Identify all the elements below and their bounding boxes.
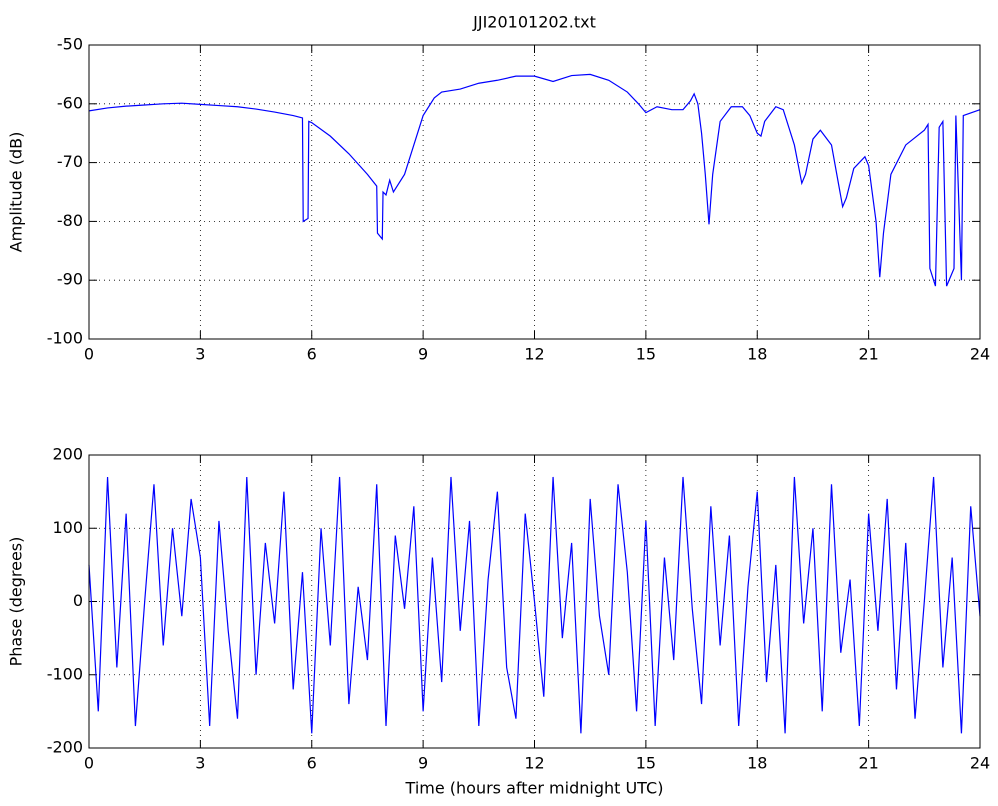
- y-tick-label: -80: [57, 211, 83, 230]
- plot-area: [89, 45, 980, 339]
- y-tick-label: -90: [57, 270, 83, 289]
- y-tick-label: -50: [57, 35, 83, 54]
- x-axis-label: Time (hours after midnight UTC): [405, 779, 664, 798]
- x-tick-label: 21: [858, 754, 878, 773]
- x-tick-label: 6: [307, 345, 317, 364]
- x-tick-label: 24: [970, 754, 990, 773]
- y-axis-label: Amplitude (dB): [7, 132, 26, 253]
- chart-title: JJI20101202.txt: [472, 13, 596, 32]
- y-tick-label: -200: [47, 738, 83, 757]
- x-tick-label: 24: [970, 345, 990, 364]
- y-tick-label: -100: [47, 329, 83, 348]
- x-tick-label: 12: [524, 754, 544, 773]
- x-tick-label: 0: [84, 754, 94, 773]
- data-line: [88, 476, 981, 734]
- y-tick-label: -70: [57, 152, 83, 171]
- x-tick-label: 15: [636, 754, 656, 773]
- y-tick-label: 200: [52, 445, 83, 464]
- y-tick-label: -60: [57, 93, 83, 112]
- y-tick-label: 0: [73, 591, 83, 610]
- x-tick-label: 0: [84, 345, 94, 364]
- x-tick-label: 15: [636, 345, 656, 364]
- x-tick-label: 18: [747, 754, 767, 773]
- y-tick-label: -100: [47, 664, 83, 683]
- axes-box: [88, 454, 981, 749]
- x-tick-label: 3: [195, 345, 205, 364]
- x-tick-label: 6: [307, 754, 317, 773]
- x-tick-label: 12: [524, 345, 544, 364]
- x-tick-label: 18: [747, 345, 767, 364]
- y-axis-label: Phase (degrees): [7, 537, 26, 667]
- x-tick-label: 21: [858, 345, 878, 364]
- x-tick-label: 9: [418, 345, 428, 364]
- data-line: [88, 73, 981, 287]
- x-tick-label: 3: [195, 754, 205, 773]
- axes-box: [88, 44, 981, 340]
- y-tick-label: 100: [52, 518, 83, 537]
- x-tick-label: 9: [418, 754, 428, 773]
